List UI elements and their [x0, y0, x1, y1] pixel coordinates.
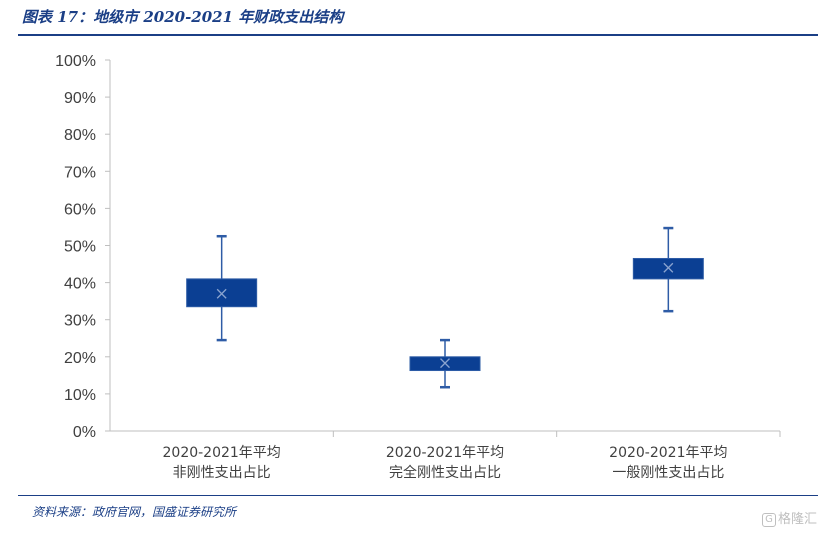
box-iqr — [186, 278, 258, 308]
y-tick-label: 0% — [73, 424, 96, 441]
y-tick-label: 40% — [64, 276, 96, 293]
y-tick-label: 100% — [55, 53, 96, 70]
source-note: 资料来源：政府官网，国盛证券研究所 — [32, 505, 237, 519]
x-category-label: 完全刚性支出占比 — [389, 464, 501, 481]
y-tick-label: 30% — [64, 313, 96, 330]
chart-title: 图表 17：地级市 2020-2021 年财政支出结构 — [22, 8, 344, 26]
y-tick-label: 50% — [64, 239, 96, 256]
x-category-label: 2020-2021年平均 — [163, 445, 281, 461]
mean-marker — [663, 262, 674, 273]
x-category-label: 非刚性支出占比 — [173, 465, 271, 481]
y-tick-label: 80% — [64, 127, 96, 144]
watermark-text: 格隆汇 — [778, 512, 818, 527]
watermark-logo-icon: G — [762, 512, 776, 527]
title-divider — [18, 34, 818, 36]
watermark: G 格隆汇 — [762, 508, 817, 527]
x-category-label: 2020-2021年平均 — [386, 445, 504, 461]
y-tick-label: 60% — [64, 201, 96, 218]
box-iqr — [632, 257, 704, 280]
x-category-label: 2020-2021年平均 — [609, 445, 727, 461]
mean-marker — [440, 358, 450, 369]
y-tick-label: 10% — [64, 387, 96, 404]
mean-marker — [216, 288, 227, 299]
y-tick-label: 90% — [64, 90, 96, 107]
x-category-label: 一般刚性支出占比 — [612, 465, 724, 481]
y-tick-label: 70% — [64, 164, 96, 181]
y-tick-label: 20% — [64, 350, 96, 367]
source-divider — [18, 495, 818, 496]
